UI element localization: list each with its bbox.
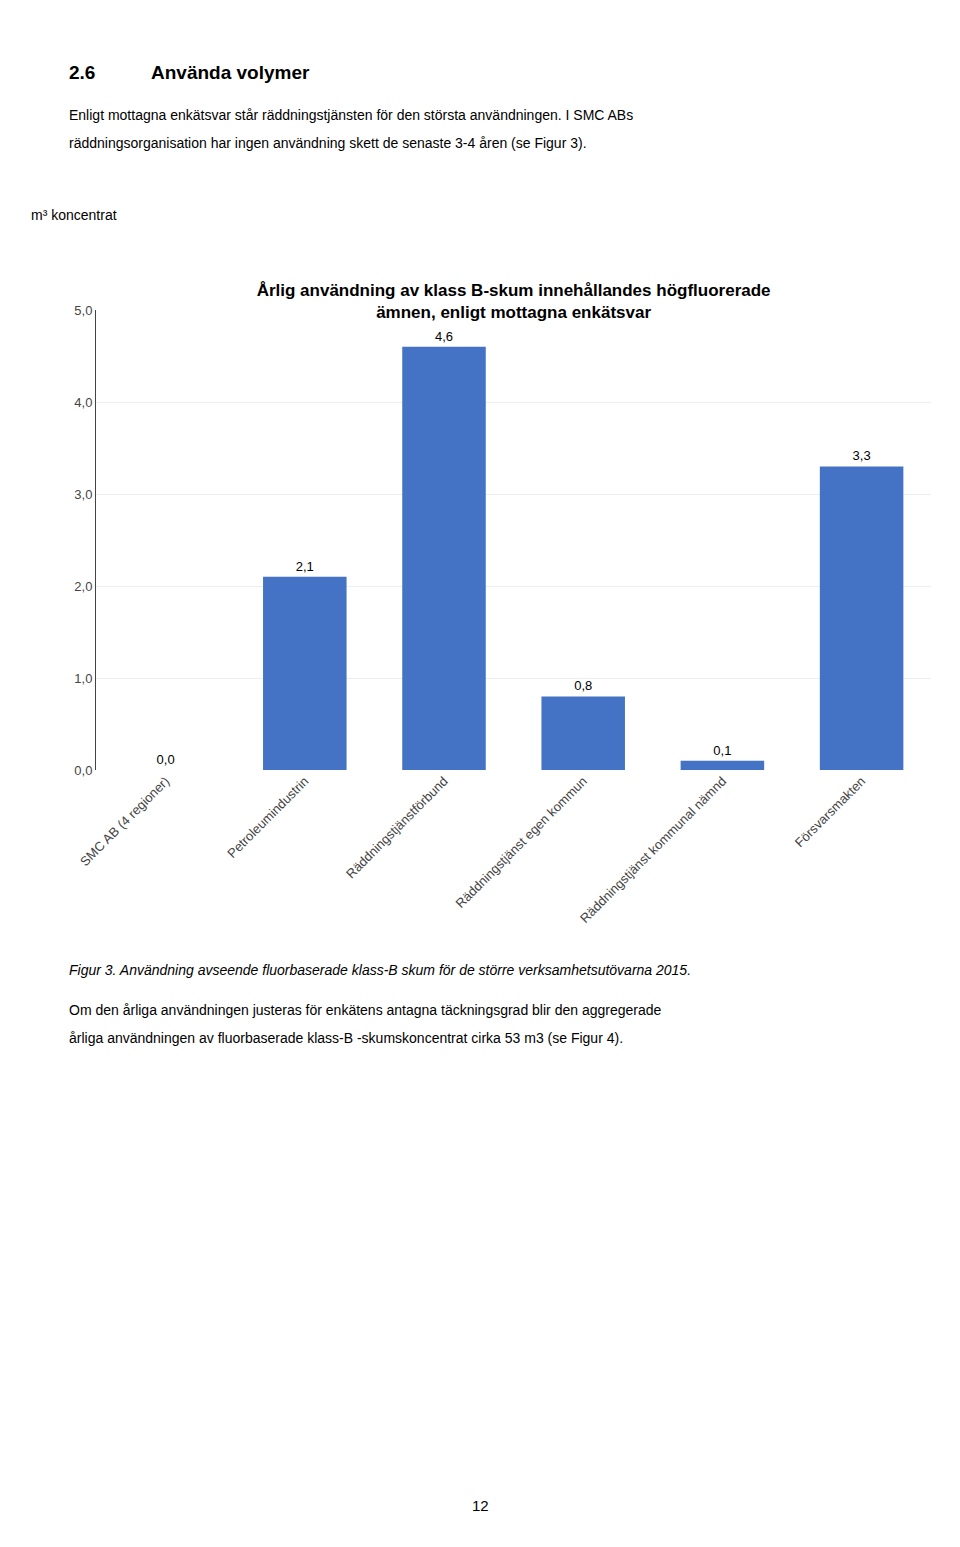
svg-text:räddningsorganisation har inge: räddningsorganisation har ingen användni… bbox=[69, 135, 587, 151]
svg-text:Enligt mottagna enkätsvar står: Enligt mottagna enkätsvar står räddnings… bbox=[69, 107, 633, 123]
svg-text:2,1: 2,1 bbox=[296, 559, 314, 574]
svg-text:5,0: 5,0 bbox=[74, 303, 92, 318]
svg-text:årliga användningen av fluorba: årliga användningen av fluorbaserade kla… bbox=[69, 1030, 623, 1046]
svg-text:m³ koncentrat: m³ koncentrat bbox=[31, 207, 117, 223]
svg-text:12: 12 bbox=[472, 1497, 489, 1514]
svg-text:SMC AB (4 regioner): SMC AB (4 regioner) bbox=[77, 774, 172, 869]
svg-text:Årlig användning av klass B-sk: Årlig användning av klass B-skum innehål… bbox=[257, 281, 771, 322]
svg-text:Använda volymer: Använda volymer bbox=[151, 62, 310, 83]
svg-text:Räddningstjänstförbund: Räddningstjänstförbund bbox=[343, 774, 451, 882]
svg-text:Räddningstjänst kommunal nämnd: Räddningstjänst kommunal nämnd bbox=[577, 774, 729, 926]
svg-text:4,0: 4,0 bbox=[74, 395, 92, 410]
svg-text:Petroleumindustrin: Petroleumindustrin bbox=[224, 774, 311, 861]
svg-text:0,8: 0,8 bbox=[574, 678, 592, 693]
svg-text:2,0: 2,0 bbox=[74, 579, 92, 594]
svg-text:1,0: 1,0 bbox=[74, 671, 92, 686]
svg-text:Figur 3. Användning avseende f: Figur 3. Användning avseende fluorbasera… bbox=[69, 962, 691, 978]
svg-text:Om den årliga användningen jus: Om den årliga användningen justeras för … bbox=[69, 1002, 662, 1018]
svg-text:0,0: 0,0 bbox=[74, 763, 92, 778]
svg-text:0,1: 0,1 bbox=[713, 743, 731, 758]
svg-text:0,0: 0,0 bbox=[157, 752, 175, 767]
svg-text:Försvarsmakten: Försvarsmakten bbox=[792, 774, 869, 851]
svg-text:3,3: 3,3 bbox=[853, 448, 871, 463]
svg-text:Räddningstjänst egen kommun: Räddningstjänst egen kommun bbox=[453, 774, 590, 911]
svg-text:2.6: 2.6 bbox=[69, 62, 95, 83]
svg-text:4,6: 4,6 bbox=[435, 329, 453, 344]
svg-text:3,0: 3,0 bbox=[74, 487, 92, 502]
